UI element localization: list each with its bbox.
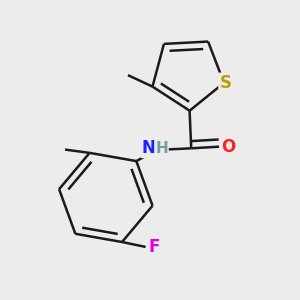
Text: N: N: [141, 139, 155, 157]
Text: H: H: [155, 141, 168, 156]
Text: F: F: [148, 238, 160, 256]
Text: O: O: [221, 138, 235, 156]
Text: S: S: [220, 74, 232, 92]
